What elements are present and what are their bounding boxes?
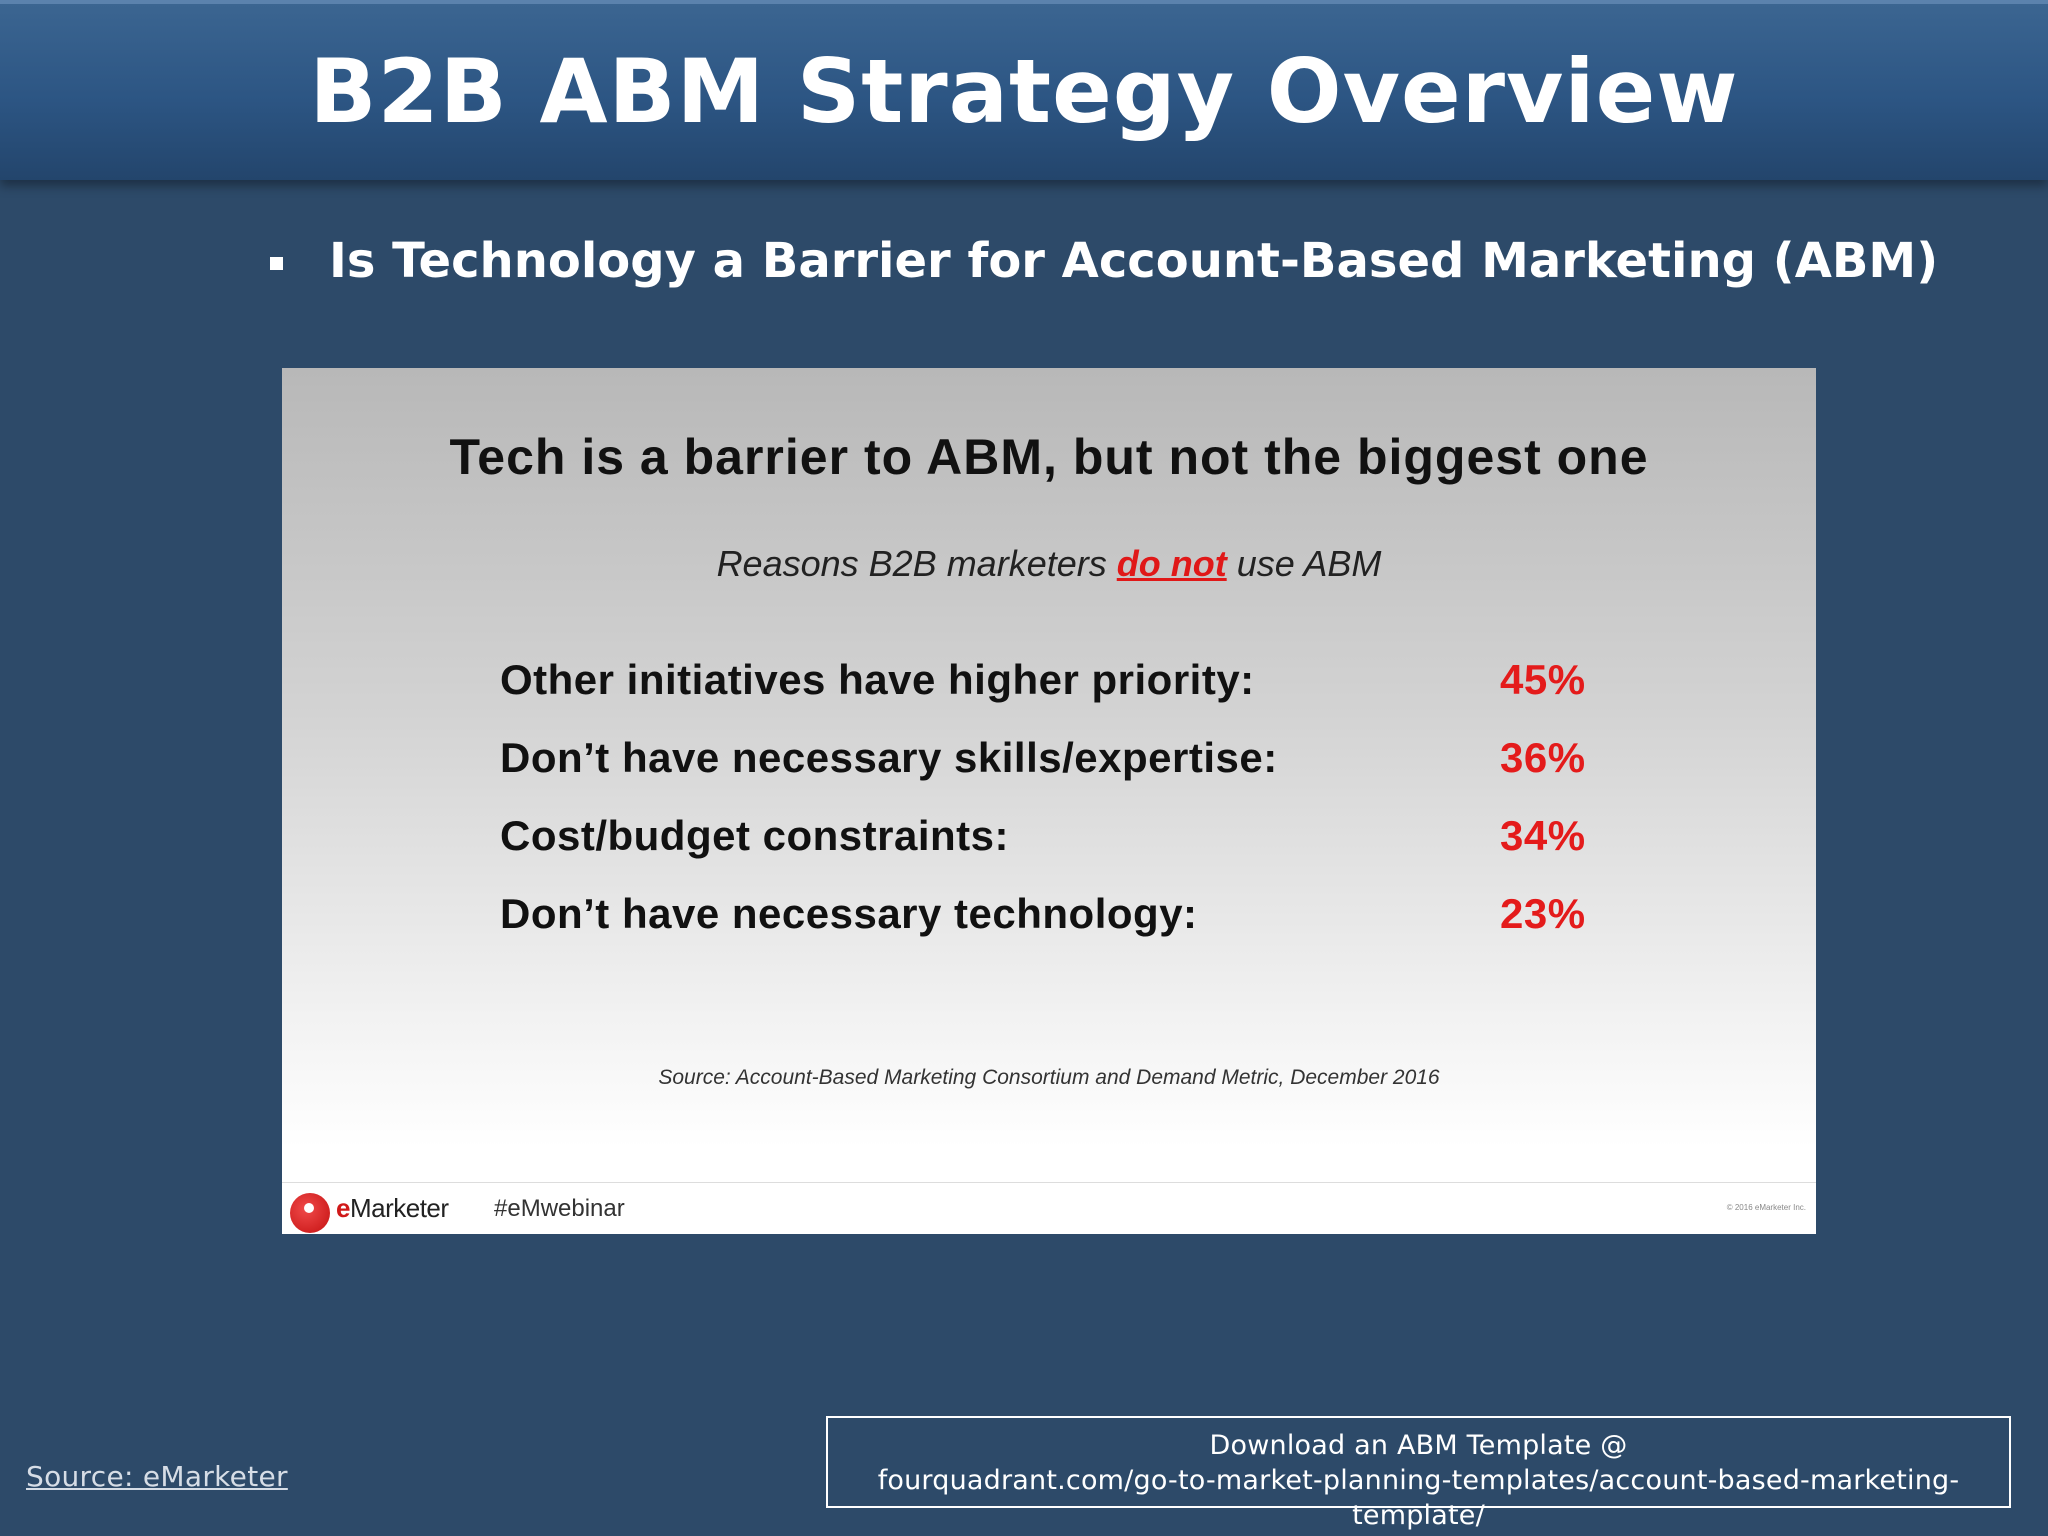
subtitle-suffix: use ABM — [1226, 543, 1382, 584]
reason-value: 34% — [1500, 812, 1586, 859]
subtitle-prefix: Reasons B2B marketers — [716, 543, 1117, 584]
webinar-hashtag: #eMwebinar — [494, 1195, 625, 1222]
reason-label: Cost/budget constraints: — [500, 812, 1010, 859]
reason-value: 36% — [1500, 734, 1586, 781]
reason-value: 45% — [1500, 656, 1586, 703]
bullet-square-icon — [270, 256, 283, 270]
embedded-source: Source: Account-Based Marketing Consorti… — [658, 1066, 1440, 1089]
reason-row: Don’t have necessary skills/expertise: 3… — [500, 734, 1650, 794]
bullet-point: Is Technology a Barrier for Account-Base… — [270, 226, 1938, 296]
embedded-copyright: © 2016 eMarketer Inc. — [1726, 1203, 1806, 1212]
reason-row: Other initiatives have higher priority: … — [500, 656, 1650, 716]
download-line-1: Download an ABM Template @ — [1209, 1430, 1628, 1461]
emarketer-logo-icon — [290, 1193, 330, 1233]
embedded-subtitle: Reasons B2B marketers do not use ABM — [282, 543, 1816, 585]
brand-rest: Marketer — [349, 1193, 449, 1223]
bullet-text: Is Technology a Barrier for Account-Base… — [329, 233, 1939, 289]
reason-label: Other initiatives have higher priority: — [500, 656, 1255, 703]
download-url[interactable]: fourquadrant.com/go-to-market-planning-t… — [877, 1465, 1960, 1531]
reason-row: Don’t have necessary technology: 23% — [500, 890, 1650, 950]
source-link[interactable]: Source: eMarketer — [26, 1460, 288, 1493]
embedded-title: Tech is a barrier to ABM, but not the bi… — [449, 429, 1649, 485]
embedded-footer: eMarketer #eMwebinar © 2016 eMarketer In… — [282, 1182, 1816, 1234]
brand-e: e — [336, 1193, 350, 1223]
reason-row: Cost/budget constraints: 34% — [500, 812, 1650, 872]
reason-label: Don’t have necessary skills/expertise: — [500, 734, 1278, 781]
header-bar: B2B ABM Strategy Overview — [0, 0, 2048, 180]
reason-label: Don’t have necessary technology: — [500, 890, 1198, 937]
reason-value: 23% — [1500, 890, 1586, 937]
emarketer-brand: eMarketer — [336, 1193, 449, 1224]
embedded-slide-image: Tech is a barrier to ABM, but not the bi… — [282, 368, 1816, 1234]
download-template-box[interactable]: Download an ABM Template @ fourquadrant.… — [826, 1416, 2011, 1531]
slide-title: B2B ABM Strategy Overview — [309, 40, 1739, 143]
subtitle-emphasis: do not — [1116, 543, 1227, 584]
